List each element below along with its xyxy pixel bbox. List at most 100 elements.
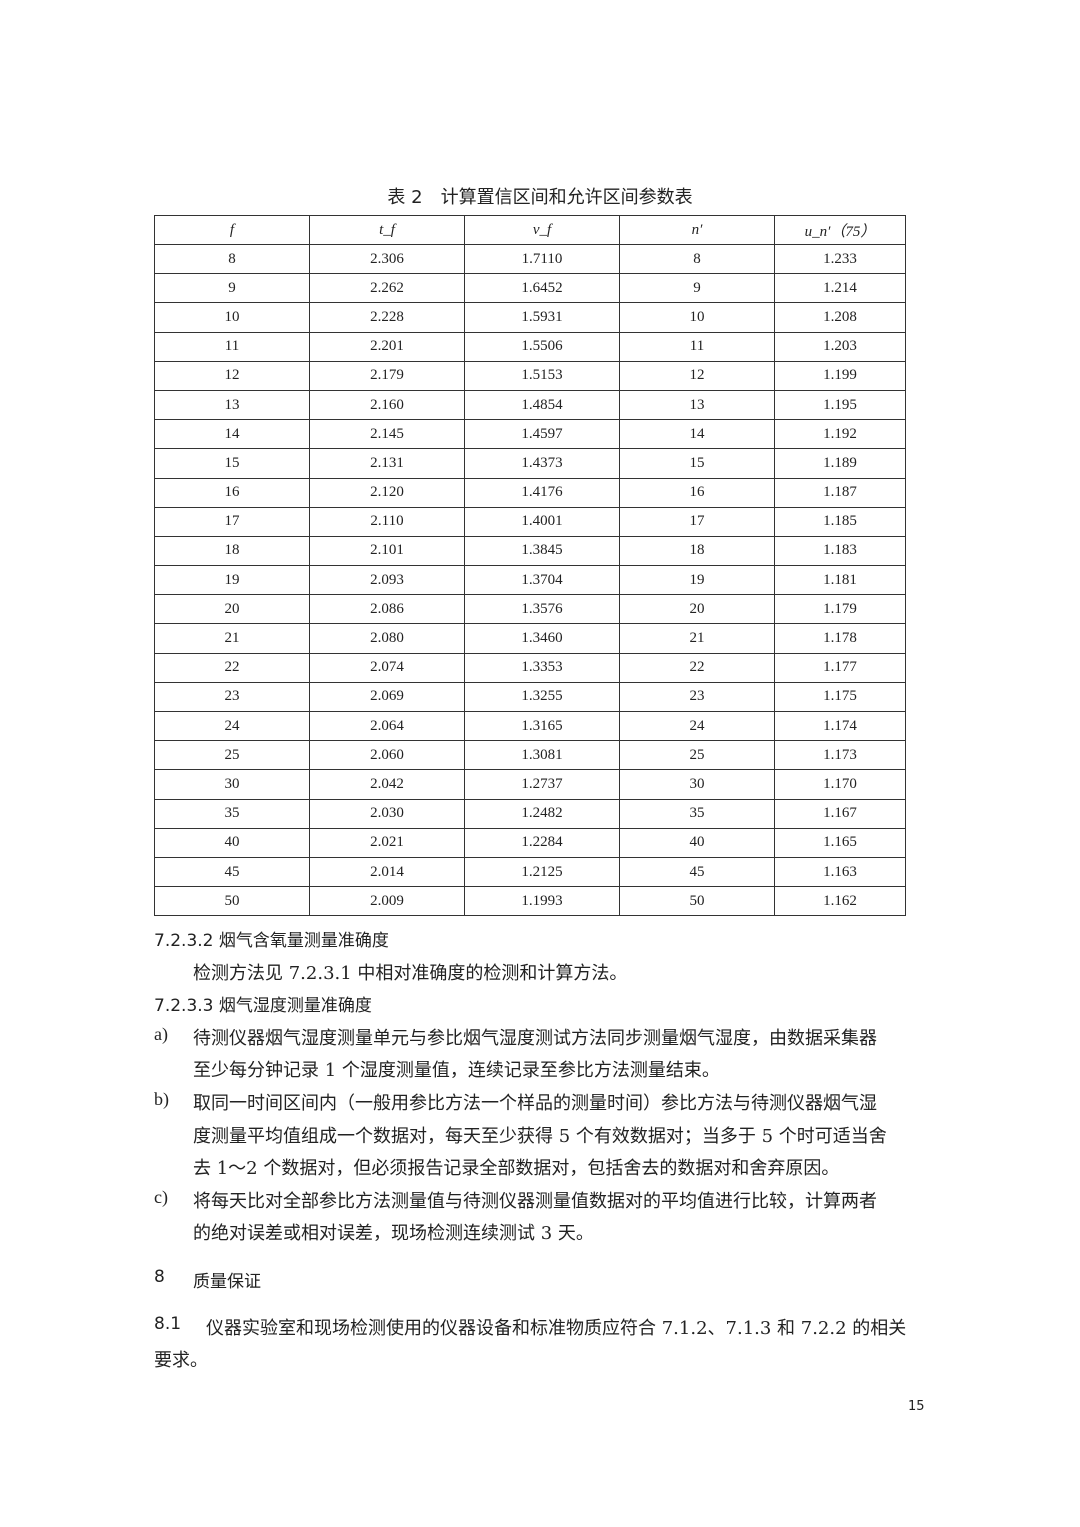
cell-vf: 1.4176	[464, 477, 620, 508]
cell-f: 25	[154, 740, 310, 771]
cell-n-prime: 9	[619, 273, 775, 304]
table-row: 23 2.069 1.3255 23 1.175	[154, 681, 906, 713]
cell-tf: 2.014	[309, 856, 465, 888]
cell-n-prime: 14	[619, 419, 775, 450]
cell-n-prime: 23	[619, 681, 775, 713]
cell-un-75: 1.199	[774, 360, 906, 391]
cell-n-prime: 21	[619, 623, 775, 654]
cell-un-75: 1.203	[774, 331, 906, 362]
cell-f: 10	[154, 302, 310, 333]
cell-vf: 1.4854	[464, 389, 620, 421]
cell-n-prime: 11	[619, 331, 775, 362]
cell-f: 17	[154, 506, 310, 537]
cell-tf: 2.110	[309, 506, 465, 537]
cell-f: 21	[154, 623, 310, 654]
cell-n-prime: 24	[619, 710, 775, 742]
parameter-table: f t_f v_f n′ u_n′（75） 8 2.306 1.7110 8 1.233…	[154, 215, 906, 917]
cell-un-75: 1.178	[774, 623, 906, 654]
cell-n-prime: 40	[619, 827, 775, 858]
section-8-number: 8	[154, 1267, 165, 1287]
cell-vf: 1.5506	[464, 331, 620, 362]
cell-n-prime: 50	[619, 886, 775, 917]
cell-un-75: 1.174	[774, 710, 906, 742]
cell-vf: 1.4001	[464, 506, 620, 537]
table-row: 25 2.060 1.3081 25 1.173	[154, 740, 906, 771]
cell-un-75: 1.175	[774, 681, 906, 713]
cell-f: 30	[154, 769, 310, 800]
cell-vf: 1.3576	[464, 594, 620, 625]
cell-f: 16	[154, 477, 310, 508]
cell-un-75: 1.167	[774, 798, 906, 829]
cell-f: 22	[154, 652, 310, 683]
cell-f: 19	[154, 565, 310, 596]
cell-f: 15	[154, 448, 310, 479]
cell-vf: 1.3460	[464, 623, 620, 654]
cell-f: 24	[154, 710, 310, 742]
cell-un-75: 1.192	[774, 419, 906, 450]
header-vf: v_f	[464, 215, 620, 245]
cell-n-prime: 22	[619, 652, 775, 683]
cell-tf: 2.131	[309, 448, 465, 479]
table-row: 24 2.064 1.3165 24 1.174	[154, 710, 906, 742]
section-8-title: 质量保证	[193, 1272, 261, 1292]
item-b-line: 去 1～2 个数据对，但必须报告记录全部数据对，包括舍去的数据对和舍弃原因。	[193, 1158, 840, 1179]
cell-f: 45	[154, 856, 310, 888]
cell-n-prime: 13	[619, 389, 775, 421]
table-row: 10 2.228 1.5931 10 1.208	[154, 302, 906, 333]
cell-tf: 2.021	[309, 827, 465, 858]
cell-un-75: 1.179	[774, 594, 906, 625]
cell-n-prime: 17	[619, 506, 775, 537]
cell-tf: 2.179	[309, 360, 465, 391]
cell-un-75: 1.214	[774, 273, 906, 304]
cell-n-prime: 30	[619, 769, 775, 800]
cell-n-prime: 18	[619, 535, 775, 567]
cell-vf: 1.3704	[464, 565, 620, 596]
cell-tf: 2.262	[309, 273, 465, 304]
item-c-line: 将每天比对全部参比方法测量值与待测仪器测量值数据对的平均值进行比较，计算两者	[193, 1191, 877, 1212]
section-7-2-3-3-heading: 7.2.3.3 烟气湿度测量准确度	[154, 996, 372, 1016]
cell-f: 8	[154, 243, 310, 275]
table-row: 30 2.042 1.2737 30 1.170	[154, 769, 906, 800]
cell-f: 50	[154, 886, 310, 917]
cell-tf: 2.145	[309, 419, 465, 450]
cell-vf: 1.2482	[464, 798, 620, 829]
cell-tf: 2.201	[309, 331, 465, 362]
cell-tf: 2.306	[309, 243, 465, 275]
cell-vf: 1.3081	[464, 740, 620, 771]
cell-f: 23	[154, 681, 310, 713]
table-row: 9 2.262 1.6452 9 1.214	[154, 273, 906, 304]
cell-vf: 1.3353	[464, 652, 620, 683]
cell-f: 40	[154, 827, 310, 858]
cell-f: 11	[154, 331, 310, 362]
cell-tf: 2.080	[309, 623, 465, 654]
cell-tf: 2.086	[309, 594, 465, 625]
cell-un-75: 1.170	[774, 769, 906, 800]
cell-vf: 1.3845	[464, 535, 620, 567]
table-row: 15 2.131 1.4373 15 1.189	[154, 448, 906, 479]
cell-n-prime: 16	[619, 477, 775, 508]
cell-un-75: 1.195	[774, 389, 906, 421]
cell-n-prime: 35	[619, 798, 775, 829]
cell-f: 13	[154, 389, 310, 421]
cell-tf: 2.009	[309, 886, 465, 917]
cell-vf: 1.5153	[464, 360, 620, 391]
item-c-line: 的绝对误差或相对误差，现场检测连续测试 3 天。	[193, 1223, 594, 1244]
table-row: 11 2.201 1.5506 11 1.203	[154, 331, 906, 362]
cell-tf: 2.060	[309, 740, 465, 771]
item-c-label: c)	[154, 1187, 168, 1207]
cell-vf: 1.2284	[464, 827, 620, 858]
header-f: f	[154, 215, 310, 245]
section-8-1-line: 要求。	[154, 1350, 208, 1371]
cell-n-prime: 25	[619, 740, 775, 771]
table-row: 18 2.101 1.3845 18 1.183	[154, 535, 906, 567]
cell-tf: 2.228	[309, 302, 465, 333]
cell-n-prime: 15	[619, 448, 775, 479]
header-un-75: u_n′（75）	[774, 215, 906, 245]
header-n-prime: n′	[619, 215, 775, 245]
cell-tf: 2.030	[309, 798, 465, 829]
cell-f: 14	[154, 419, 310, 450]
item-a-label: a)	[154, 1024, 168, 1044]
cell-n-prime: 12	[619, 360, 775, 391]
table-row: 45 2.014 1.2125 45 1.163	[154, 856, 906, 888]
section-8-1-line: 仪器实验室和现场检测使用的仪器设备和标准物质应符合 7.1.2、7.1.3 和 …	[206, 1318, 907, 1339]
